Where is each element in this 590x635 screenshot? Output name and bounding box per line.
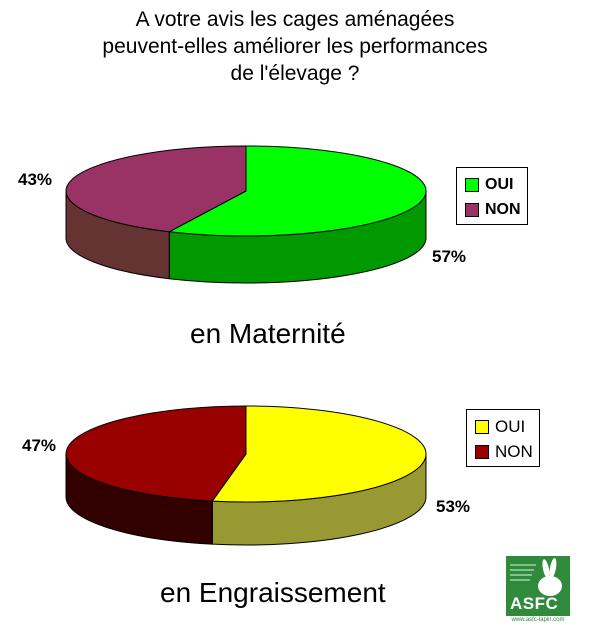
legend-swatch-non — [475, 444, 489, 459]
caption-maternite: en Maternité — [190, 318, 346, 349]
legend-label-oui: OUI — [495, 416, 526, 436]
logo-url: www.asfc-lapin.com — [511, 617, 565, 623]
rabbit-icon — [510, 558, 562, 596]
legend-swatch-oui — [475, 419, 489, 434]
pie-slice-non — [65, 145, 247, 233]
pct-label-non-maternite: 43% — [18, 170, 53, 189]
legend-label-non: NON — [485, 200, 521, 218]
pct-label-oui-engraissement: 53% — [436, 497, 471, 516]
legend-label-oui: OUI — [485, 175, 514, 193]
title-line-1: A votre avis les cages aménagées — [135, 8, 455, 31]
pie-chart-maternite — [65, 145, 427, 284]
title-line-2: peuvent-elles améliorer les performances — [102, 35, 488, 58]
pct-label-non-engraissement: 47% — [22, 436, 57, 455]
pie-slice-oui — [167, 145, 427, 237]
chart-title: A votre avis les cages aménagées peuvent… — [40, 6, 550, 87]
pie-slice-oui — [211, 405, 427, 503]
legend-maternite: OUI NON — [456, 167, 528, 225]
legend-item-oui: OUI — [475, 414, 533, 439]
legend-engraissement: OUI NON — [466, 409, 540, 467]
legend-swatch-non — [465, 202, 479, 217]
pct-label-oui-maternite: 57% — [432, 247, 467, 266]
asfc-logo: ASFC — [506, 556, 570, 616]
legend-swatch-oui — [465, 177, 479, 192]
legend-item-oui: OUI — [465, 172, 521, 197]
legend-item-non: NON — [475, 439, 533, 464]
caption-engraissement: en Engraissement — [160, 577, 386, 608]
legend-item-non: NON — [465, 197, 521, 222]
legend-label-non: NON — [495, 441, 533, 461]
pie-slice-non — [65, 405, 247, 502]
logo-brand: ASFC — [510, 594, 559, 613]
title-line-3: de l'élevage ? — [230, 62, 360, 85]
pie-chart-engraissement — [65, 405, 427, 546]
